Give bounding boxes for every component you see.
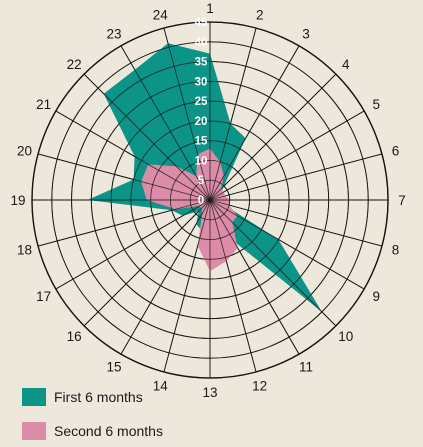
tick-label-5: 5 (198, 175, 205, 187)
spoke-label-10: 10 (338, 329, 353, 344)
overlay-spoke-6 (209, 153, 383, 201)
spoke-label-23: 23 (106, 27, 121, 42)
tick-label-20: 20 (195, 116, 208, 128)
tick-label-0: 0 (198, 195, 204, 207)
overlay-spoke-2 (209, 27, 257, 201)
overlay-spoke-10 (209, 199, 337, 327)
spoke-label-1: 1 (206, 1, 214, 16)
overlay-spoke-12 (209, 199, 257, 373)
spoke-label-9: 9 (373, 289, 381, 304)
spoke-label-7: 7 (398, 193, 406, 208)
radial-tick-labels: 0 5 10 15 20 25 30 35 40 45 (195, 17, 208, 207)
legend-swatch-2 (22, 422, 46, 440)
legend-swatch-1 (22, 388, 46, 406)
spoke-label-19: 19 (10, 193, 25, 208)
spoke-label-22: 22 (67, 57, 82, 72)
spoke-label-4: 4 (342, 57, 350, 72)
series-area-2 (141, 148, 238, 272)
overlay-spoke-5 (209, 110, 365, 201)
spoke-label-17: 17 (36, 289, 51, 304)
spoke-label-5: 5 (373, 97, 381, 112)
spoke-label-15: 15 (106, 359, 121, 374)
overlay-spoke-18 (37, 199, 211, 247)
overlay-spoke-11 (209, 199, 300, 355)
overlay-spoke-22 (83, 73, 211, 201)
tick-label-15: 15 (195, 136, 208, 148)
overlay-spoke-4 (209, 73, 337, 201)
spoke-label-11: 11 (299, 359, 313, 374)
legend-label-1: First 6 months (54, 389, 143, 405)
overlay-spoke-17 (55, 199, 211, 290)
spoke-label-3: 3 (302, 27, 310, 42)
overlay-spoke-14 (163, 199, 211, 373)
overlay-spoke-20 (37, 153, 211, 201)
spoke-label-14: 14 (153, 379, 169, 394)
spoke-label-16: 16 (67, 329, 82, 344)
grid-overlay (31, 21, 389, 379)
overlay-spoke-16 (83, 199, 211, 327)
spoke-label-21: 21 (36, 97, 51, 112)
overlay-spoke-24 (163, 27, 211, 201)
overlay-spoke-23 (120, 45, 211, 201)
overlay-spoke-3 (209, 45, 300, 201)
spoke-label-2: 2 (256, 8, 264, 23)
spoke-label-20: 20 (17, 143, 32, 158)
overlay-spoke-15 (120, 199, 211, 355)
tick-label-30: 30 (195, 76, 208, 88)
spoke-label-6: 6 (392, 143, 400, 158)
tick-label-10: 10 (195, 155, 208, 167)
legend: First 6 months Second 6 months (22, 388, 163, 440)
tick-label-25: 25 (195, 96, 208, 108)
tick-label-35: 35 (195, 57, 208, 69)
tick-label-40: 40 (195, 37, 208, 49)
spoke-label-8: 8 (392, 243, 400, 258)
legend-label-2: Second 6 months (54, 423, 163, 439)
overlay-spoke-8 (209, 199, 383, 247)
overlay-spoke-9 (209, 199, 365, 290)
overlay-spoke-21 (55, 110, 211, 201)
spoke-label-12: 12 (252, 379, 267, 394)
spoke-label-13: 13 (202, 385, 217, 400)
spoke-label-18: 18 (17, 243, 32, 258)
tick-label-45: 45 (195, 17, 208, 29)
spoke-label-24: 24 (153, 8, 169, 23)
